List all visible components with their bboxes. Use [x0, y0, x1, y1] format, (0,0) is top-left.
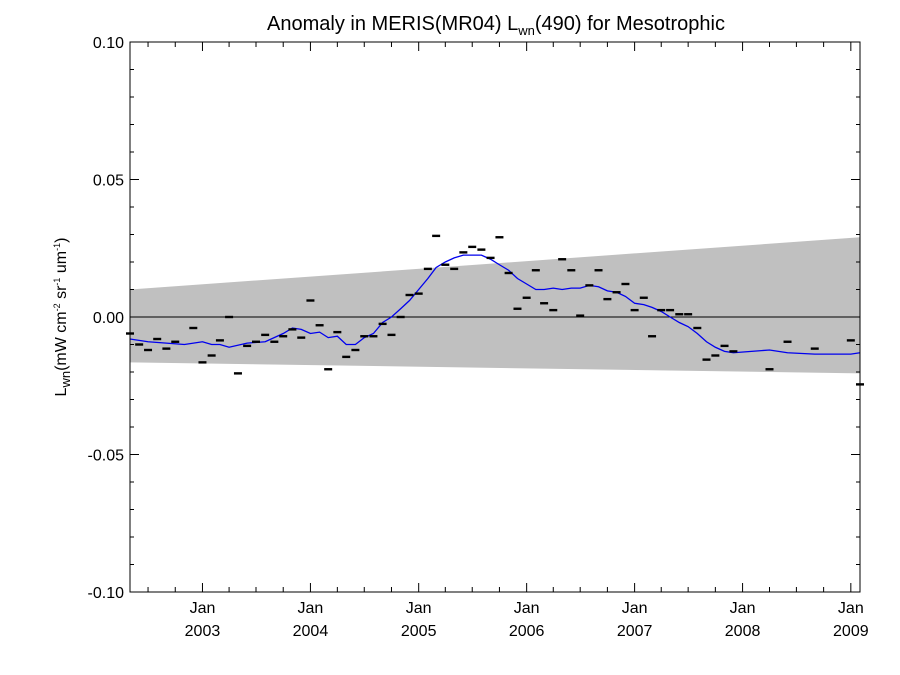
x-tick-label-year: 2005	[401, 623, 437, 640]
y-axis-label-symbol: L	[53, 387, 70, 396]
y-tick-label: -0.05	[88, 448, 125, 465]
x-tick-label-month: Jan	[298, 600, 324, 617]
y-tick-label: -0.10	[88, 585, 125, 602]
y-axis-label-sr: sr	[53, 285, 70, 303]
x-tick-label-year: 2007	[617, 623, 653, 640]
x-tick-label-year: 2004	[293, 623, 329, 640]
monthly-anomaly-points	[126, 234, 864, 386]
x-tick-label-month: Jan	[730, 600, 756, 617]
x-tick-label-month: Jan	[622, 600, 648, 617]
y-tick-label: 0.05	[93, 173, 124, 190]
y-axis-label-units-open: (mW cm	[53, 311, 70, 371]
x-tick-label-month: Jan	[406, 600, 432, 617]
y-axis-label-um: um	[53, 251, 70, 278]
y-tick-label: 0.10	[93, 35, 124, 52]
x-tick-label-year: 2003	[185, 623, 221, 640]
y-axis-label-cm-exp: -2	[52, 303, 62, 311]
y-axis-label: Lwn(mW cm-2 sr-1 um-1)	[52, 238, 73, 397]
y-tick-label: 0.00	[93, 310, 124, 327]
y-axis-label-symbol-sub: wn	[58, 371, 73, 389]
uncertainty-band	[130, 237, 860, 374]
y-axis-label-units-close: )	[53, 238, 70, 243]
x-tick-label-month: Jan	[190, 600, 216, 617]
x-tick-label-year: 2008	[725, 623, 761, 640]
x-tick-label-month: Jan	[838, 600, 864, 617]
x-tick-label-month: Jan	[514, 600, 540, 617]
chart-title: Anomaly in MERIS(MR04) Lwn(490) for Meso…	[267, 13, 725, 38]
chart-title-subscript: wn	[517, 23, 535, 38]
x-tick-label-year: 2006	[509, 623, 545, 640]
y-axis-label-sr-exp: -1	[52, 278, 62, 286]
x-tick-label-year: 2009	[833, 623, 869, 640]
chart-title-prefix: Anomaly in MERIS(MR04) L	[267, 13, 518, 35]
y-axis-label-um-exp: -1	[52, 243, 62, 251]
chart-title-suffix: (490) for Mesotrophic	[535, 13, 725, 35]
